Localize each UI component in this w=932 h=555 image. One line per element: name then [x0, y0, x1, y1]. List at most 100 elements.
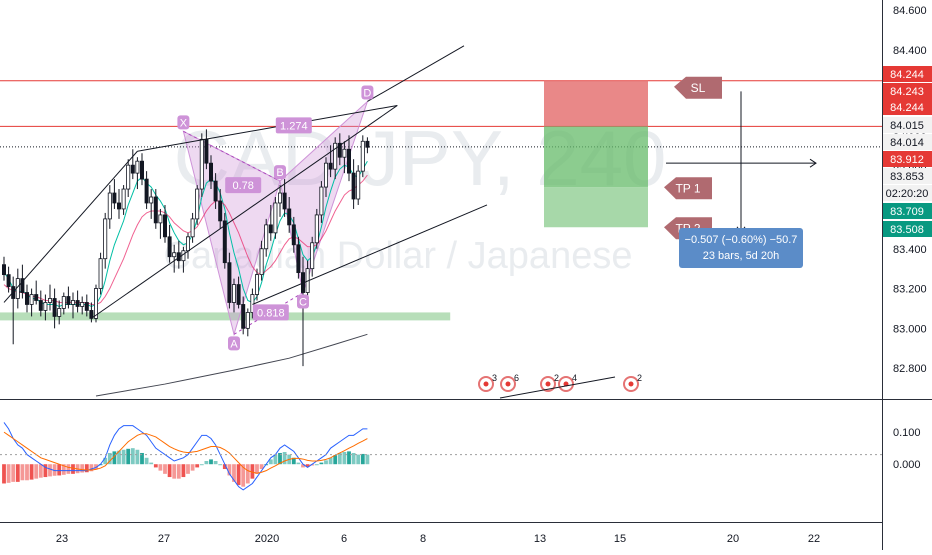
- candle-body[interactable]: [241, 304, 246, 329]
- candle-body[interactable]: [337, 142, 342, 158]
- harmonic-ratio-badge[interactable]: [252, 304, 289, 321]
- take-profit-2-zone[interactable]: [544, 187, 648, 228]
- candle-body[interactable]: [38, 300, 43, 311]
- price-label-badge[interactable]: [883, 99, 932, 115]
- price-label-badge[interactable]: [883, 221, 932, 237]
- measure-info-box[interactable]: [679, 228, 803, 268]
- candle-body[interactable]: [277, 192, 282, 204]
- candle-body[interactable]: [139, 160, 144, 180]
- candle-body[interactable]: [167, 236, 172, 258]
- candle-body[interactable]: [213, 180, 218, 202]
- price-label-badge[interactable]: [883, 117, 932, 133]
- candle-body[interactable]: [268, 224, 273, 234]
- price-label-badge[interactable]: [883, 203, 932, 219]
- candle-body[interactable]: [356, 170, 361, 200]
- trendline-5[interactable]: [367, 45, 465, 102]
- candle-body[interactable]: [94, 288, 99, 319]
- harmonic-point-b-badge[interactable]: [274, 165, 286, 180]
- harmonic-point-x-badge[interactable]: [177, 115, 190, 130]
- candle-body[interactable]: [208, 162, 213, 182]
- candle-body[interactable]: [236, 284, 241, 305]
- candle-body[interactable]: [360, 140, 365, 172]
- candle-body[interactable]: [61, 296, 66, 309]
- candle-body[interactable]: [195, 188, 200, 220]
- candle-body[interactable]: [319, 186, 324, 216]
- trendline-4[interactable]: [252, 204, 488, 305]
- candle-body[interactable]: [66, 296, 71, 305]
- candle-body[interactable]: [296, 244, 301, 274]
- candle-body[interactable]: [287, 208, 292, 226]
- price-label-badge[interactable]: [883, 151, 932, 167]
- candle-body[interactable]: [103, 218, 108, 260]
- candle-body[interactable]: [264, 224, 269, 250]
- candle-body[interactable]: [259, 248, 264, 276]
- candle-body[interactable]: [204, 138, 209, 164]
- trendline-3[interactable]: [91, 105, 398, 319]
- price-label-badge[interactable]: [883, 83, 932, 99]
- candle-body[interactable]: [52, 298, 57, 317]
- candle-body[interactable]: [227, 262, 232, 303]
- harmonic-ratio-badge[interactable]: [275, 117, 312, 134]
- candle-body[interactable]: [135, 160, 140, 174]
- candle-body[interactable]: [43, 302, 48, 311]
- stop-loss-zone[interactable]: [544, 80, 648, 127]
- price-pane[interactable]: [0, 45, 882, 397]
- candle-body[interactable]: [57, 308, 62, 317]
- candle-body[interactable]: [158, 214, 163, 224]
- trendline-2[interactable]: [137, 104, 398, 152]
- harmonic-point-d-badge[interactable]: [361, 85, 374, 100]
- candle-body[interactable]: [254, 274, 259, 295]
- candle-body[interactable]: [351, 172, 356, 200]
- candle-body[interactable]: [323, 162, 328, 188]
- candle-body[interactable]: [291, 224, 296, 246]
- candle-body[interactable]: [117, 202, 122, 210]
- candle-body[interactable]: [328, 162, 333, 170]
- candle-body[interactable]: [29, 294, 34, 305]
- candle-body[interactable]: [20, 278, 25, 293]
- candle-body[interactable]: [112, 192, 117, 204]
- trendline-1[interactable]: [3, 150, 138, 303]
- candle-body[interactable]: [314, 214, 319, 244]
- candle-body[interactable]: [365, 140, 370, 148]
- candle-body[interactable]: [218, 200, 223, 222]
- candle-body[interactable]: [190, 218, 195, 238]
- position-label-sl[interactable]: [674, 76, 722, 99]
- candle-body[interactable]: [2, 264, 7, 276]
- candle-body[interactable]: [342, 148, 347, 158]
- macd-pane[interactable]: [0, 422, 882, 491]
- candle-body[interactable]: [107, 192, 112, 220]
- candle-body[interactable]: [199, 138, 204, 190]
- candle-body[interactable]: [84, 302, 89, 311]
- candle-body[interactable]: [75, 300, 80, 307]
- price-label-badge[interactable]: [883, 66, 932, 82]
- candle-body[interactable]: [282, 192, 287, 210]
- candle-body[interactable]: [6, 274, 11, 287]
- candle-body[interactable]: [48, 298, 53, 303]
- candle-body[interactable]: [231, 284, 236, 303]
- candle-body[interactable]: [185, 236, 190, 252]
- candle-body[interactable]: [222, 220, 227, 264]
- time-axis[interactable]: 23 27 2020 6 8 13 15 20 22: [56, 533, 820, 545]
- price-label-badge[interactable]: [883, 134, 932, 150]
- candle-body[interactable]: [71, 300, 76, 305]
- price-label-badge[interactable]: [883, 168, 932, 184]
- candle-body[interactable]: [149, 196, 154, 204]
- harmonic-point-a-badge[interactable]: [228, 336, 240, 351]
- harmonic-ratio-badge[interactable]: [225, 177, 262, 194]
- candle-body[interactable]: [144, 178, 149, 204]
- support-zone[interactable]: [0, 312, 451, 321]
- candle-body[interactable]: [130, 164, 135, 174]
- harmonic-point-c-badge[interactable]: [297, 294, 309, 309]
- candle-body[interactable]: [121, 188, 126, 210]
- candle-body[interactable]: [346, 148, 351, 174]
- candle-body[interactable]: [34, 294, 39, 301]
- candle-body[interactable]: [24, 292, 29, 305]
- candle-body[interactable]: [245, 312, 250, 329]
- candle-body[interactable]: [172, 252, 177, 258]
- candle-body[interactable]: [80, 302, 85, 307]
- candle-body[interactable]: [162, 214, 167, 238]
- candle-body[interactable]: [126, 164, 131, 190]
- candle-body[interactable]: [273, 202, 278, 234]
- position-label-tp-1[interactable]: [664, 177, 712, 200]
